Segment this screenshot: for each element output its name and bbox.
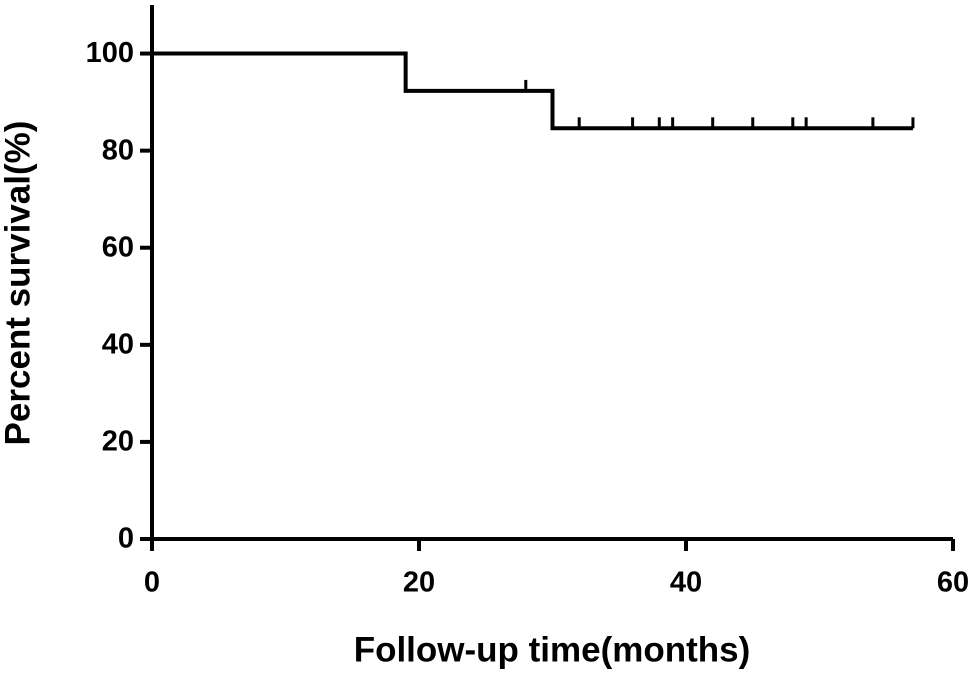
x-axis-title: Follow-up time(months) xyxy=(354,630,751,669)
survival-curve xyxy=(152,51,913,131)
x-tick-label: 20 xyxy=(403,567,435,599)
y-tick-label: 40 xyxy=(102,328,134,360)
x-tick-label: 60 xyxy=(937,567,969,599)
y-tick-label: 20 xyxy=(102,426,134,458)
x-tick-label: 0 xyxy=(144,567,160,599)
y-tick-label: 80 xyxy=(102,134,134,166)
x-tick-label: 40 xyxy=(670,567,702,599)
y-tick-label: 100 xyxy=(86,37,134,69)
y-axis-title: Percent survival(%) xyxy=(0,121,37,446)
y-tick-label: 0 xyxy=(118,523,134,555)
y-tick-label: 60 xyxy=(102,231,134,263)
